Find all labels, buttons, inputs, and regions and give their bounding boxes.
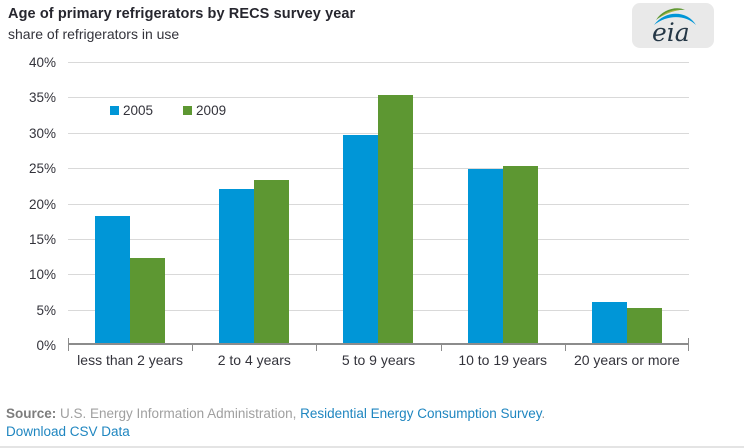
bar-2009-2-to-4-years — [254, 180, 290, 343]
y-axis-label: 5% — [36, 302, 56, 318]
chart-subtitle: share of refrigerators in use — [8, 26, 180, 42]
legend-label: 2009 — [196, 103, 227, 118]
y-axis: 40% 35% 30% 25% 20% 15% 10% 5% 0% — [0, 55, 56, 353]
x-axis-tick — [564, 345, 566, 351]
bar-2009-less-than-2-years — [130, 258, 165, 343]
y-axis-label: 25% — [28, 161, 56, 177]
bar-2009-20-years-or-more — [626, 307, 662, 343]
source-link[interactable]: Residential Energy Consumption Survey — [300, 406, 542, 421]
x-axis-label: less than 2 years — [77, 352, 184, 368]
chart-title: Age of primary refrigerators by RECS sur… — [8, 6, 356, 22]
x-axis-tick — [192, 345, 194, 351]
legend-item-2005: 2005 — [110, 103, 153, 118]
x-axis-tick — [316, 345, 318, 351]
x-axis-end-tick — [68, 338, 69, 345]
bar-2005-10-to-19-years — [467, 168, 503, 343]
bar-2009-5-to-9-years — [378, 95, 414, 343]
bar-2005-less-than-2-years — [95, 215, 130, 343]
download-csv-link[interactable]: Download CSV Data — [6, 424, 130, 439]
legend-label: 2005 — [123, 103, 154, 118]
y-axis-label: 35% — [28, 90, 56, 106]
x-axis-tick — [440, 345, 442, 351]
eia-logo-graphic: eia — [632, 3, 714, 48]
source-suffix: . — [541, 406, 546, 421]
bar-2009-10-to-19-years — [502, 166, 538, 343]
legend: 2005 2009 — [110, 103, 226, 118]
y-axis-label: 40% — [28, 55, 56, 70]
source-line: Source: U.S. Energy Information Administ… — [6, 405, 545, 423]
y-axis-label: 20% — [28, 196, 56, 212]
bar-2005-20-years-or-more — [591, 301, 627, 343]
eia-logo-text: eia — [652, 18, 690, 47]
x-axis-label: 10 to 19 years — [458, 352, 548, 368]
legend-swatch-2009 — [183, 106, 193, 115]
legend-swatch-2005 — [110, 106, 119, 115]
x-axis-tick — [68, 345, 69, 351]
x-axis-label: 5 to 9 years — [341, 352, 416, 368]
source-note: Source: U.S. Energy Information Administ… — [6, 405, 545, 441]
y-axis-label: 30% — [28, 125, 56, 141]
eia-logo: eia — [632, 3, 714, 54]
y-axis-label: 15% — [28, 231, 56, 247]
x-axis-tick — [688, 345, 689, 351]
bar-2005-5-to-9-years — [343, 135, 379, 343]
legend-item-2009: 2009 — [183, 103, 226, 118]
source-label: Source: — [6, 406, 57, 421]
y-axis-label: 0% — [36, 338, 56, 353]
plot-area — [68, 62, 689, 351]
source-text: U.S. Energy Information Administration, — [56, 406, 301, 421]
x-axis-label: 2 to 4 years — [217, 352, 291, 368]
y-axis-label: 10% — [28, 267, 56, 283]
x-axis-end-tick — [688, 338, 689, 345]
x-axis-label: 20 years or more — [573, 352, 680, 368]
gridline — [68, 62, 689, 63]
bar-2005-2-to-4-years — [219, 189, 255, 343]
